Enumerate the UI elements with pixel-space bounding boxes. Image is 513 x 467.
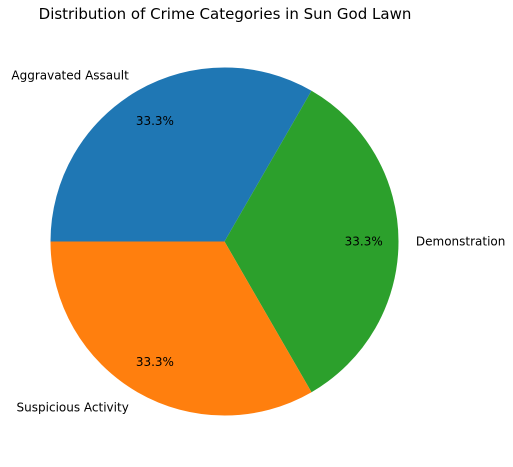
pie-wedges [50,67,399,416]
slice-percent-aggravated-assault: 33.3% [136,114,174,128]
pie-slice-demonstration [224,90,399,393]
slice-label-demonstration: Demonstration [416,235,506,249]
pie-slice-suspicious-activity [50,241,312,416]
pie-slice-aggravated-assault [50,67,312,242]
pie-labels: Aggravated Assault 33.3% Demonstration 33.3… [11,69,505,415]
slice-percent-suspicious-activity: 33.3% [136,355,174,369]
slice-label-suspicious-activity: Suspicious Activity [17,400,129,414]
slice-percent-demonstration: 33.3% [345,235,383,249]
chart-title: Distribution of Crime Categories in Sun … [39,5,412,23]
slice-label-aggravated-assault: Aggravated Assault [11,69,129,83]
